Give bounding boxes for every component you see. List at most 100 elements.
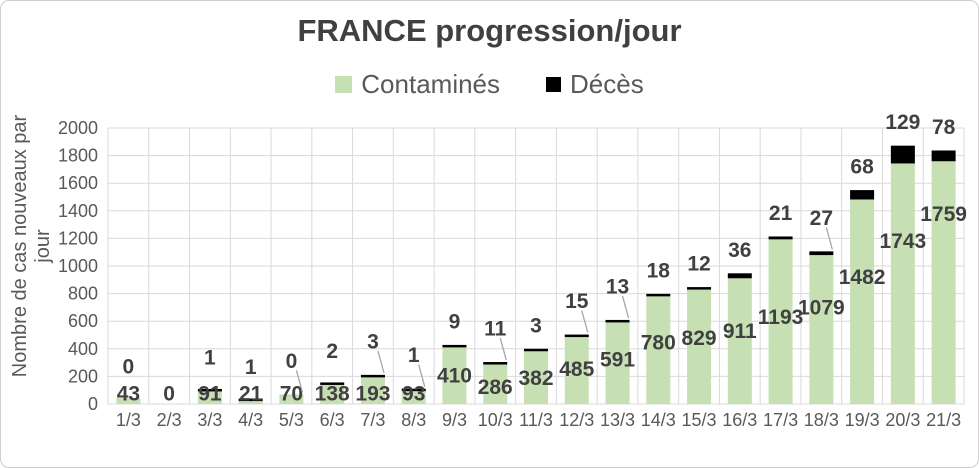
label-contamines-7/3: 193 [355,383,390,406]
x-tick-15/3: 15/3 [682,410,717,430]
leader-line-5/3 [295,370,304,393]
label-contamines-9/3: 410 [437,365,472,388]
label-deces-12/3: 15 [565,290,589,313]
label-contamines-10/3: 286 [478,376,513,399]
y-tick-0: 0 [88,394,98,414]
label-contamines-16/3: 911 [723,320,757,343]
label-deces-1/3: 0 [123,356,135,379]
bar-deces-18/3 [809,251,834,256]
bar-contamines-4/3 [238,401,263,404]
label-contamines-11/3: 382 [518,367,553,390]
label-contamines-20/3: 1743 [879,230,926,253]
x-tick-19/3: 19/3 [845,410,880,430]
leader-line-7/3 [377,350,385,374]
bar-deces-15/3 [687,287,712,290]
y-tick-1400: 1400 [58,201,98,221]
bar-contamines-19/3 [850,199,875,404]
bar-contamines-21/3 [931,161,956,404]
bar-deces-8/3 [401,388,426,392]
label-deces-7/3: 3 [367,330,379,353]
label-deces-16/3: 36 [728,239,751,262]
bar-deces-11/3 [524,348,548,352]
bar-deces-17/3 [768,236,793,240]
bar-contamines-5/3 [279,394,304,404]
bar-deces-13/3 [605,319,630,323]
x-tick-9/3: 9/3 [442,410,467,430]
bar-contamines-3/3 [197,391,222,404]
label-contamines-15/3: 829 [682,327,717,350]
leader-line-18/3 [825,227,833,250]
x-tick-1/3: 1/3 [116,410,141,430]
x-tick-7/3: 7/3 [360,410,385,430]
label-deces-18/3: 27 [810,207,833,230]
y-tick-2000: 2000 [58,118,98,138]
label-deces-14/3: 18 [647,259,671,282]
label-contamines-18/3: 1079 [798,297,845,320]
label-contamines-12/3: 485 [559,358,594,381]
bar-deces-3/3 [197,388,222,392]
x-tick-5/3: 5/3 [279,410,304,430]
bar-deces-14/3 [646,293,671,297]
label-deces-11/3: 3 [530,314,542,337]
bar-contamines-6/3 [320,384,345,404]
y-tick-1200: 1200 [58,228,98,248]
legend-item-deces: Décès [546,69,644,100]
bar-deces-9/3 [442,344,467,348]
label-deces-15/3: 12 [687,253,710,276]
y-tick-600: 600 [68,311,98,331]
bar-deces-19/3 [850,190,875,200]
bar-contamines-7/3 [360,377,385,404]
label-contamines-17/3: 1193 [758,306,804,329]
leader-line-10/3 [499,337,507,361]
bar-deces-4/3 [238,398,263,402]
bar-contamines-9/3 [442,347,467,404]
y-tick-1600: 1600 [58,173,98,193]
chart-title: FRANCE progression/jour [297,13,682,48]
x-tick-3/3: 3/3 [197,410,222,430]
label-contamines-19/3: 1482 [839,266,886,289]
bar-deces-7/3 [360,374,385,378]
label-deces-19/3: 68 [850,156,874,179]
bar-deces-6/3 [320,382,345,385]
label-deces-6/3: 2 [326,340,338,363]
bar-contamines-16/3 [727,278,752,404]
label-deces-3/3: 1 [204,346,216,369]
x-tick-13/3: 13/3 [600,410,635,430]
label-contamines-2/3: 0 [163,383,175,406]
leader-line-12/3 [581,310,589,333]
label-deces-10/3: 11 [484,318,507,341]
bar-deces-16/3 [727,273,752,279]
label-contamines-3/3: 91 [198,383,222,406]
x-tick-14/3: 14/3 [641,410,676,430]
leader-line-13/3 [621,295,630,319]
y-tick-400: 400 [68,339,98,359]
label-deces-8/3: 1 [408,344,420,367]
label-deces-4/3: 1 [245,356,257,379]
bar-contamines-12/3 [564,337,589,404]
bar-contamines-15/3 [687,289,712,404]
x-tick-12/3: 12/3 [559,410,594,430]
bar-contamines-20/3 [890,163,915,404]
label-deces-17/3: 21 [769,202,793,225]
bar-contamines-13/3 [605,322,630,404]
x-tick-11/3: 11/3 [519,410,553,430]
y-tick-1800: 1800 [58,146,98,166]
legend: Contaminés Décès [1,69,978,100]
bar-deces-12/3 [564,334,589,338]
bar-deces-20/3 [890,145,915,164]
bar-contamines-11/3 [524,351,548,404]
bar-contamines-18/3 [809,255,834,404]
label-contamines-8/3: 93 [402,383,425,406]
bar-contamines-10/3 [483,364,508,404]
label-contamines-6/3: 138 [315,383,350,406]
label-contamines-21/3: 1759 [920,203,967,226]
bar-deces-10/3 [483,362,508,365]
label-contamines-4/3: 21 [239,383,263,406]
x-tick-2/3: 2/3 [157,410,182,430]
x-tick-6/3: 6/3 [320,410,345,430]
label-deces-9/3: 9 [449,310,461,333]
label-contamines-13/3: 591 [600,348,635,371]
label-deces-5/3: 0 [286,350,298,373]
